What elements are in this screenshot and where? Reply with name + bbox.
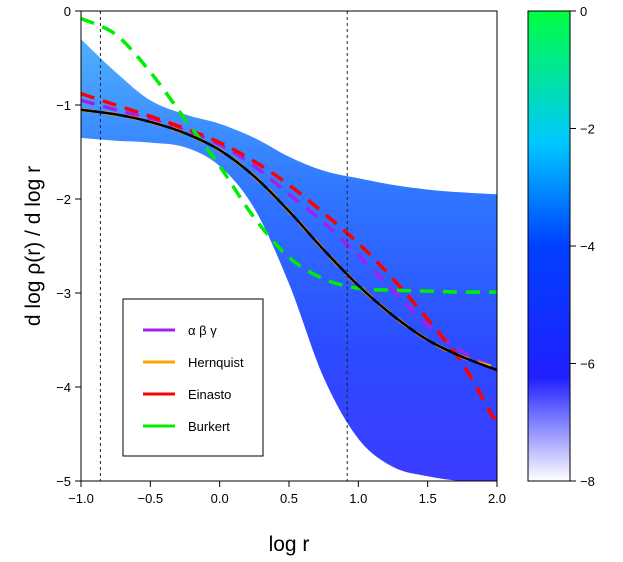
density-band — [81, 39, 497, 481]
x-tick-label: −1.0 — [68, 491, 94, 506]
y-tick-label: −5 — [56, 474, 71, 489]
colorbar-tick-label: −2 — [580, 122, 595, 137]
legend-label: Hernquist — [188, 355, 244, 370]
y-tick-label: −3 — [56, 286, 71, 301]
series-line-burkert — [81, 16, 497, 294]
x-axis: −1.0 −0.5 0.0 0.5 1.0 1.5 2.0 — [68, 481, 506, 506]
x-tick-label: −0.5 — [137, 491, 163, 506]
legend-label: Einasto — [188, 387, 231, 402]
legend-label: α β γ — [188, 323, 217, 338]
legend-box — [122, 298, 264, 457]
x-tick-label: 1.0 — [349, 491, 367, 506]
colorbar-tick-label: −6 — [580, 357, 595, 372]
series-line-abg — [81, 98, 497, 372]
y-axis: −5 −4 −3 −2 −1 0 — [56, 4, 81, 489]
colorbar-tick-label: −4 — [580, 239, 595, 254]
colorbar-gradient — [527, 10, 571, 482]
series-line-einasto — [81, 92, 497, 426]
x-tick-label: 0.5 — [280, 491, 298, 506]
legend-label: Burkert — [188, 419, 230, 434]
x-tick-label: 2.0 — [488, 491, 506, 506]
y-axis-title: d log ρ(r) / d log r — [22, 166, 45, 326]
x-axis-title: log r — [269, 533, 310, 556]
series-line-fit — [81, 108, 497, 372]
y-tick-label: −4 — [56, 380, 71, 395]
y-tick-label: 0 — [64, 4, 71, 19]
x-tick-label: 0.0 — [211, 491, 229, 506]
colorbar: −8 −6 −4 −2 0 — [527, 4, 595, 489]
colorbar-tick-label: −8 — [580, 474, 595, 489]
y-tick-label: −2 — [56, 192, 71, 207]
x-tick-label: 1.5 — [419, 491, 437, 506]
y-tick-label: −1 — [56, 98, 71, 113]
legend: α β γ Hernquist Einasto Burkert — [122, 298, 264, 457]
colorbar-tick-label: 0 — [580, 4, 587, 19]
